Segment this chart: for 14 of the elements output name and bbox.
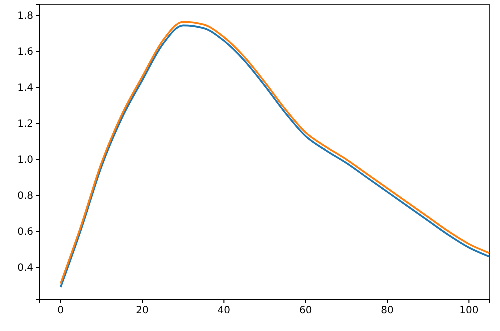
x-tick-label: 80 [381, 306, 394, 317]
y-tick-label: 1.0 [18, 154, 34, 166]
y-tick-label: 1.8 [18, 10, 34, 22]
y-tick-label: 1.2 [18, 118, 34, 130]
y-tick-label: 1.4 [18, 82, 34, 94]
x-tick-label: 40 [218, 306, 231, 317]
y-tick-label: 0.4 [18, 262, 34, 274]
y-tick-label: 1.6 [18, 46, 34, 58]
x-tick-label: 20 [136, 306, 149, 317]
y-tick-label: 0.6 [18, 226, 34, 238]
x-tick-label: 60 [299, 306, 312, 317]
x-tick-label: 0 [58, 306, 64, 317]
x-tick-label: 100 [460, 306, 479, 317]
y-tick-label: 0.8 [18, 190, 34, 202]
